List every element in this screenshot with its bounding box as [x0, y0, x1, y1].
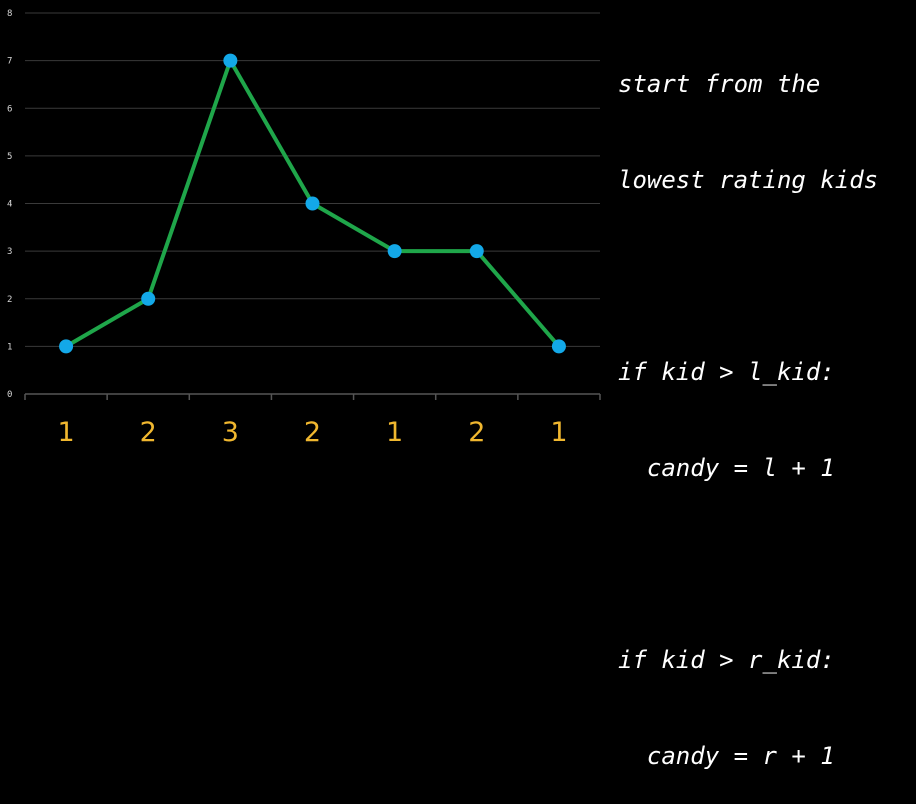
y-tick-label: 0 [7, 390, 12, 400]
x-tick-label: 1 [386, 417, 403, 448]
data-point [305, 196, 320, 211]
pseudocode-panel: start from the lowest rating kids if kid… [618, 4, 914, 804]
x-tick-label: 1 [550, 417, 567, 448]
code-line: start from the [618, 70, 821, 98]
code-line: if kid > r_kid: [618, 646, 835, 674]
code-line [618, 260, 914, 292]
x-tick-label: 2 [140, 417, 157, 448]
x-tick-label: 2 [468, 417, 485, 448]
y-tick-label: 4 [7, 200, 12, 210]
data-point [223, 53, 238, 68]
y-tick-label: 3 [7, 247, 12, 257]
y-tick-label: 2 [7, 295, 12, 305]
x-axis-labels: 1 2 3 2 1 2 1 [57, 417, 567, 448]
data-point [551, 339, 566, 354]
y-tick-label: 5 [7, 152, 12, 162]
gridlines [25, 12, 600, 347]
code-line: candy = l + 1 [618, 454, 835, 482]
x-axis [24, 393, 601, 400]
code-line: if kid > l_kid: [618, 358, 835, 386]
x-tick-label: 2 [304, 417, 321, 448]
y-tick-label: 7 [7, 57, 12, 67]
data-point [387, 244, 402, 259]
code-line: lowest rating kids [618, 166, 879, 194]
data-point [141, 291, 156, 306]
x-tick-label: 3 [222, 417, 239, 448]
y-axis-ticks: 0 1 2 3 4 5 6 7 8 [7, 9, 12, 400]
data-point [469, 244, 484, 259]
data-points [59, 53, 566, 354]
data-point [59, 339, 74, 354]
x-tick-label: 1 [57, 417, 74, 448]
y-tick-label: 6 [7, 104, 12, 114]
y-tick-label: 8 [7, 9, 12, 19]
y-tick-label: 1 [7, 342, 12, 352]
code-line [618, 548, 914, 580]
code-line: candy = r + 1 [618, 742, 835, 770]
rating-chart: 0 1 2 3 4 5 6 7 8 1 2 3 2 1 2 1 [7, 9, 601, 448]
